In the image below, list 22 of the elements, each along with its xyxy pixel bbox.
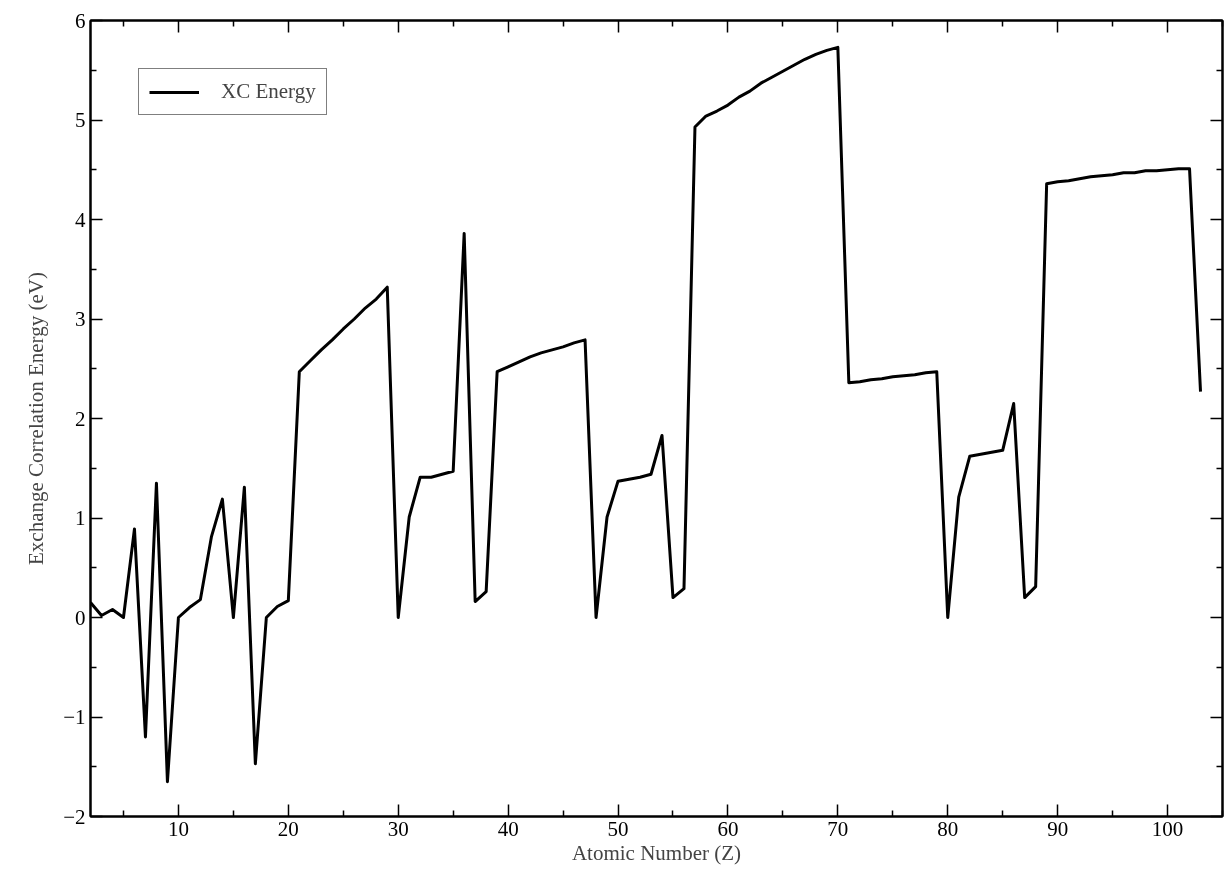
x-tick-label: 70 — [827, 816, 849, 841]
y-tick-label: 1 — [75, 506, 86, 530]
y-tick-label: 4 — [75, 207, 86, 232]
x-tick-label: 40 — [497, 816, 519, 841]
x-axis-title: Atomic Number (Z) — [571, 840, 742, 865]
x-tick-label: 90 — [1047, 816, 1069, 841]
x-tick-label: 100 — [1151, 816, 1184, 841]
x-tick-label: 80 — [937, 816, 959, 841]
y-tick-label: −1 — [63, 705, 86, 729]
x-tick-label: 20 — [277, 816, 299, 841]
y-tick-label: 3 — [75, 307, 86, 331]
y-tick-label: −2 — [63, 804, 86, 829]
x-tick-label: 60 — [717, 816, 739, 841]
x-tick-label: 30 — [387, 816, 409, 841]
y-tick-label: 5 — [75, 108, 86, 132]
x-tick-label: 10 — [167, 816, 189, 841]
x-tick-label: 50 — [607, 816, 629, 841]
y-tick-label: 0 — [75, 605, 86, 630]
y-tick-label: 2 — [75, 406, 86, 431]
y-axis-title: Exchange Correlation Energy (eV) — [24, 272, 49, 565]
legend-label: XC Energy — [221, 79, 316, 104]
y-tick-label: 6 — [75, 8, 86, 33]
